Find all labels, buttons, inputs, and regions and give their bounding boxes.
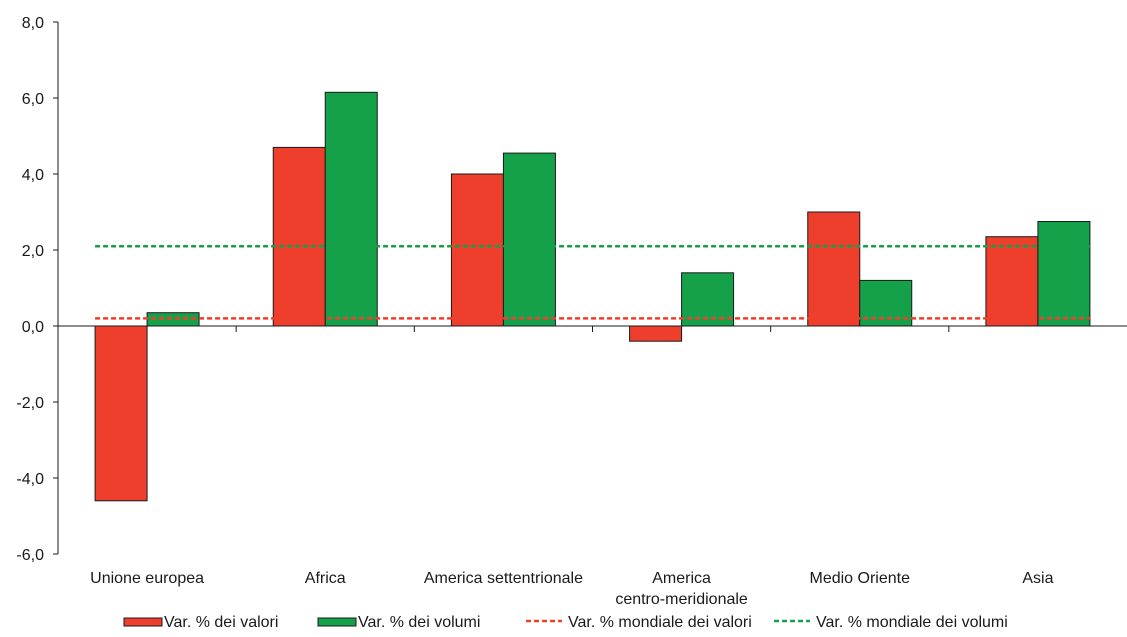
bar xyxy=(94,325,148,502)
y-tick-label: 4,0 xyxy=(22,167,44,184)
legend: Var. % dei valori Var. % dei volumi Var. %… xyxy=(123,614,1008,631)
bar xyxy=(985,236,1039,327)
x-tick-label: Medio Oriente xyxy=(810,570,911,587)
y-tick-label: -6,0 xyxy=(16,547,44,564)
bar xyxy=(807,211,861,327)
x-tick-label: America xyxy=(652,570,711,587)
legend-swatch xyxy=(123,617,163,627)
legend-label: Var. % dei volumi xyxy=(358,614,480,631)
y-tick-label: 6,0 xyxy=(22,91,44,108)
bar xyxy=(324,91,378,327)
x-tick-label: centro-meridionale xyxy=(615,591,748,608)
bar xyxy=(1037,221,1091,327)
bar xyxy=(502,152,556,327)
y-tick-label: 0,0 xyxy=(22,319,44,336)
bar xyxy=(629,325,683,342)
bar xyxy=(450,173,504,327)
x-tick-label: Asia xyxy=(1022,570,1053,587)
legend-label: Var. % mondiale dei valori xyxy=(568,614,752,631)
x-tick-label: America settentrionale xyxy=(424,570,583,587)
x-tick-label: Unione europea xyxy=(90,570,204,587)
legend-swatch xyxy=(317,617,357,627)
y-tick-label: 8,0 xyxy=(22,15,44,32)
bars-layer xyxy=(94,91,1091,502)
y-tick-label: 2,0 xyxy=(22,243,44,260)
y-tick-label: -4,0 xyxy=(16,471,44,488)
legend-label: Var. % mondiale dei volumi xyxy=(816,614,1008,631)
axes-layer: -6,0 -4,0 -2,0 0,0 2,0 4,0 6,0 8,0 Unione europe… xyxy=(16,15,1127,608)
bar xyxy=(681,272,735,327)
bar xyxy=(272,146,326,327)
x-tick-label: Africa xyxy=(305,570,346,587)
y-tick-label: -2,0 xyxy=(16,395,44,412)
reference-lines-layer xyxy=(95,244,1090,320)
legend-label: Var. % dei valori xyxy=(164,614,278,631)
